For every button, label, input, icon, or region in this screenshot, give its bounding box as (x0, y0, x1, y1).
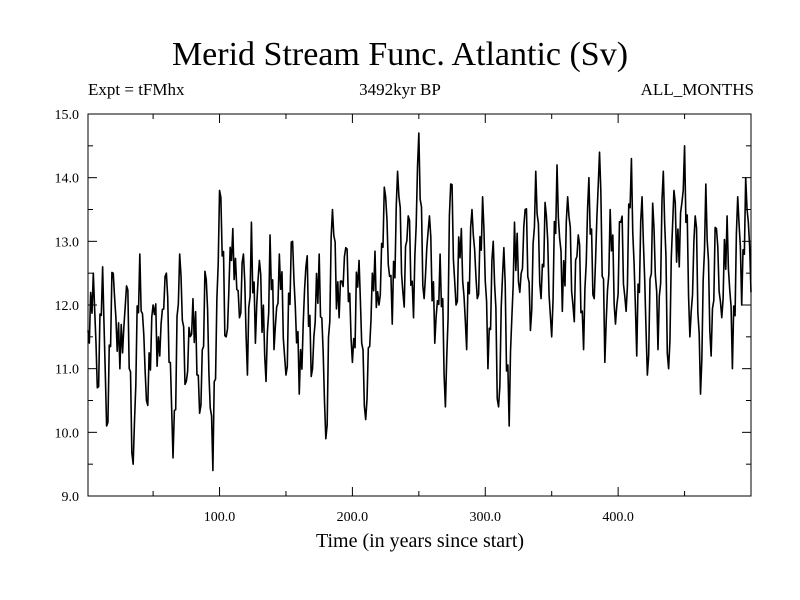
x-tick-label: 200.0 (337, 510, 369, 525)
period-label: 3492kyr BP (359, 80, 441, 99)
x-tick-label: 300.0 (470, 510, 502, 525)
x-tick-label: 400.0 (602, 510, 634, 525)
y-tick-label: 12.0 (55, 299, 80, 314)
y-tick-label: 9.0 (62, 490, 80, 505)
x-tick-label: 100.0 (204, 510, 236, 525)
y-tick-label: 14.0 (55, 172, 80, 187)
x-axis-title: Time (in years since start) (316, 530, 524, 552)
y-tick-label: 11.0 (55, 363, 79, 378)
y-tick-label: 13.0 (55, 235, 80, 250)
chart-title: Merid Stream Func. Atlantic (Sv) (171, 36, 629, 73)
series-line (87, 132, 752, 472)
series-layer (87, 132, 752, 472)
ticks-layer: 9.0 10.0 11.0 12.0 13.0 14.0 15.0 100.0 200.0 300… (55, 108, 751, 525)
experiment-label: Expt = tFMhx (88, 80, 185, 99)
y-tick-label: 15.0 (55, 108, 80, 123)
y-tick-label: 10.0 (55, 426, 80, 441)
months-label: ALL_MONTHS (640, 80, 754, 99)
